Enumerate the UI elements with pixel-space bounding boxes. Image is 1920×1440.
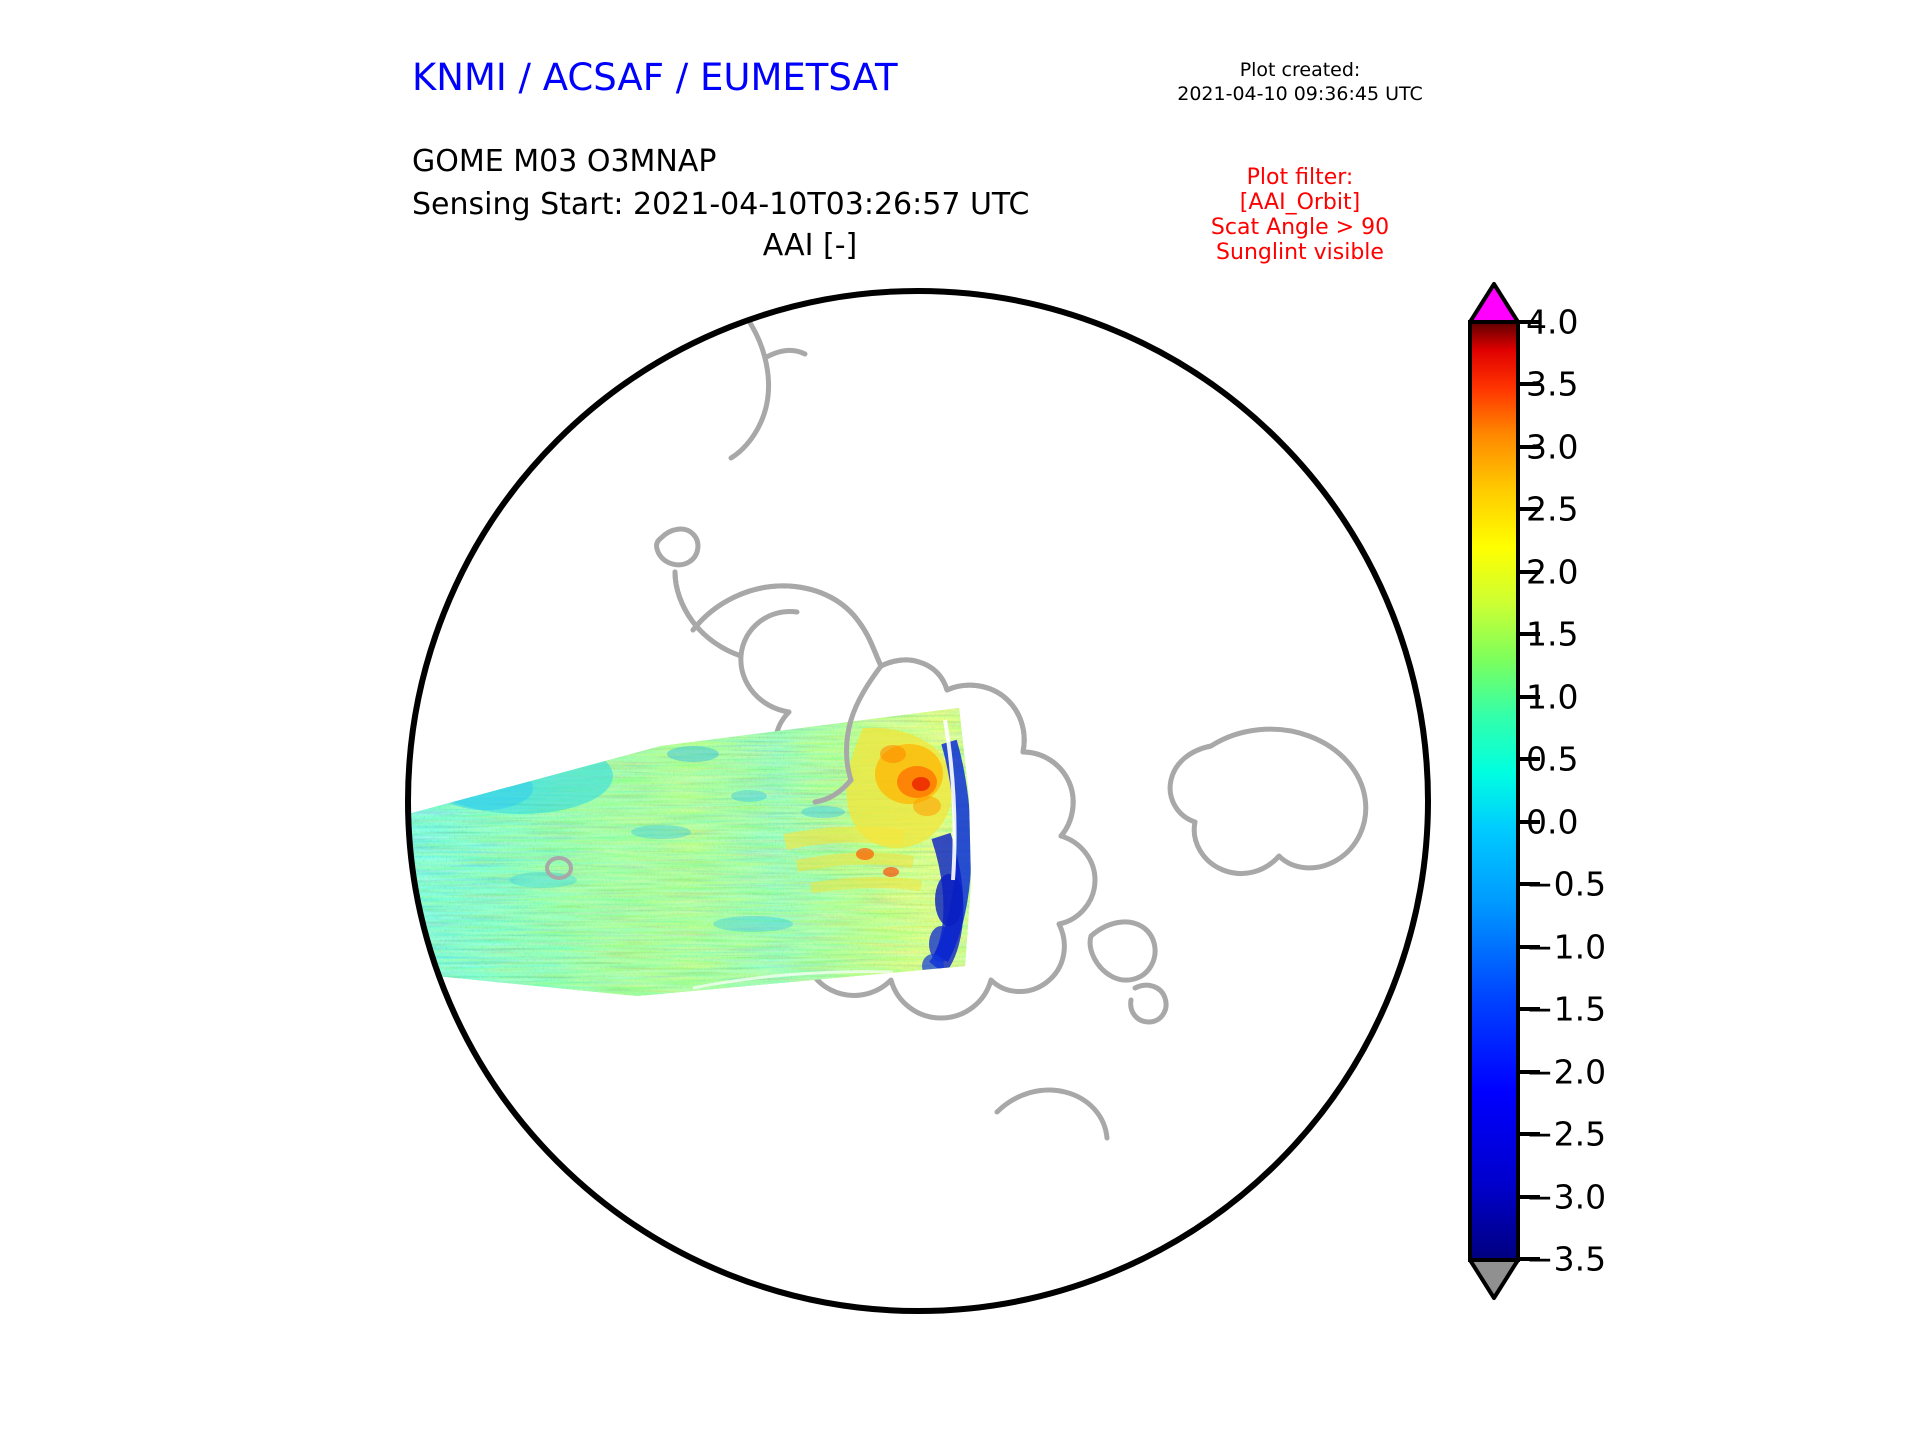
plot-filter-block: Plot filter: [AAI_Orbit] Scat Angle > 90… xyxy=(1160,165,1440,265)
polar-stereographic-map xyxy=(393,276,1443,1326)
colorbar-tick-label-8: 0.0 xyxy=(1526,802,1579,842)
colorbar-over-arrow xyxy=(1468,282,1520,324)
organization-title: KNMI / ACSAF / EUMETSAT xyxy=(412,56,898,99)
plot-created-block: Plot created: 2021-04-10 09:36:45 UTC xyxy=(1160,58,1440,106)
colorbar-tick-label-13: −2.5 xyxy=(1526,1114,1607,1154)
colorbar-tick-label-7: 0.5 xyxy=(1526,739,1579,779)
plot-filter-line-1: [AAI_Orbit] xyxy=(1239,190,1361,215)
colorbar-tick-label-12: −2.0 xyxy=(1526,1052,1607,1092)
instrument-product-line: GOME M03 O3MNAP xyxy=(412,144,717,179)
colorbar-tick-label-3: 2.5 xyxy=(1526,489,1579,529)
plot-filter-line-0: Plot filter: xyxy=(1246,165,1354,190)
coastline-overlay xyxy=(672,569,1076,839)
colorbar-tick-label-10: −1.0 xyxy=(1526,927,1607,967)
colorbar-tick-label-15: −3.5 xyxy=(1526,1239,1607,1279)
colorbar-tick-label-14: −3.0 xyxy=(1526,1177,1607,1217)
colorbar-tick-label-2: 3.0 xyxy=(1526,427,1579,467)
colorbar-tick-label-6: 1.0 xyxy=(1526,677,1579,717)
map-panel xyxy=(393,276,1443,1326)
colorbar-panel: 4.0 3.5 3.0 2.5 2.0 1.5 1.0 0.5 0.0 −0.5… xyxy=(1440,280,1680,1305)
plot-created-timestamp: 2021-04-10 09:36:45 UTC xyxy=(1177,83,1423,105)
colorbar-ticks xyxy=(1518,320,1540,1261)
plot-created-label: Plot created: xyxy=(1239,59,1361,81)
globe-boundary xyxy=(405,288,1431,1314)
colorbar-under-arrow xyxy=(1468,1258,1520,1300)
plot-filter-line-3: Sunglint visible xyxy=(1216,240,1384,265)
plot-filter-line-2: Scat Angle > 90 xyxy=(1210,215,1390,240)
island-marker xyxy=(545,856,573,880)
variable-title: AAI [-] xyxy=(762,228,858,263)
colorbar-gradient xyxy=(1468,320,1520,1262)
colorbar-tick-label-5: 1.5 xyxy=(1526,614,1579,654)
colorbar-tick-label-0: 4.0 xyxy=(1526,302,1579,342)
colorbar-tick-label-9: −0.5 xyxy=(1526,864,1607,904)
colorbar-tick-label-1: 3.5 xyxy=(1526,364,1579,404)
colorbar-svg xyxy=(1468,282,1540,1300)
dataset-title-block: GOME M03 O3MNAP Sensing Start: 2021-04-1… xyxy=(412,140,1029,226)
colorbar-tick-label-11: −1.5 xyxy=(1526,989,1607,1029)
sensing-start-line: Sensing Start: 2021-04-10T03:26:57 UTC xyxy=(412,187,1030,222)
colorbar-tick-label-4: 2.0 xyxy=(1526,552,1579,592)
